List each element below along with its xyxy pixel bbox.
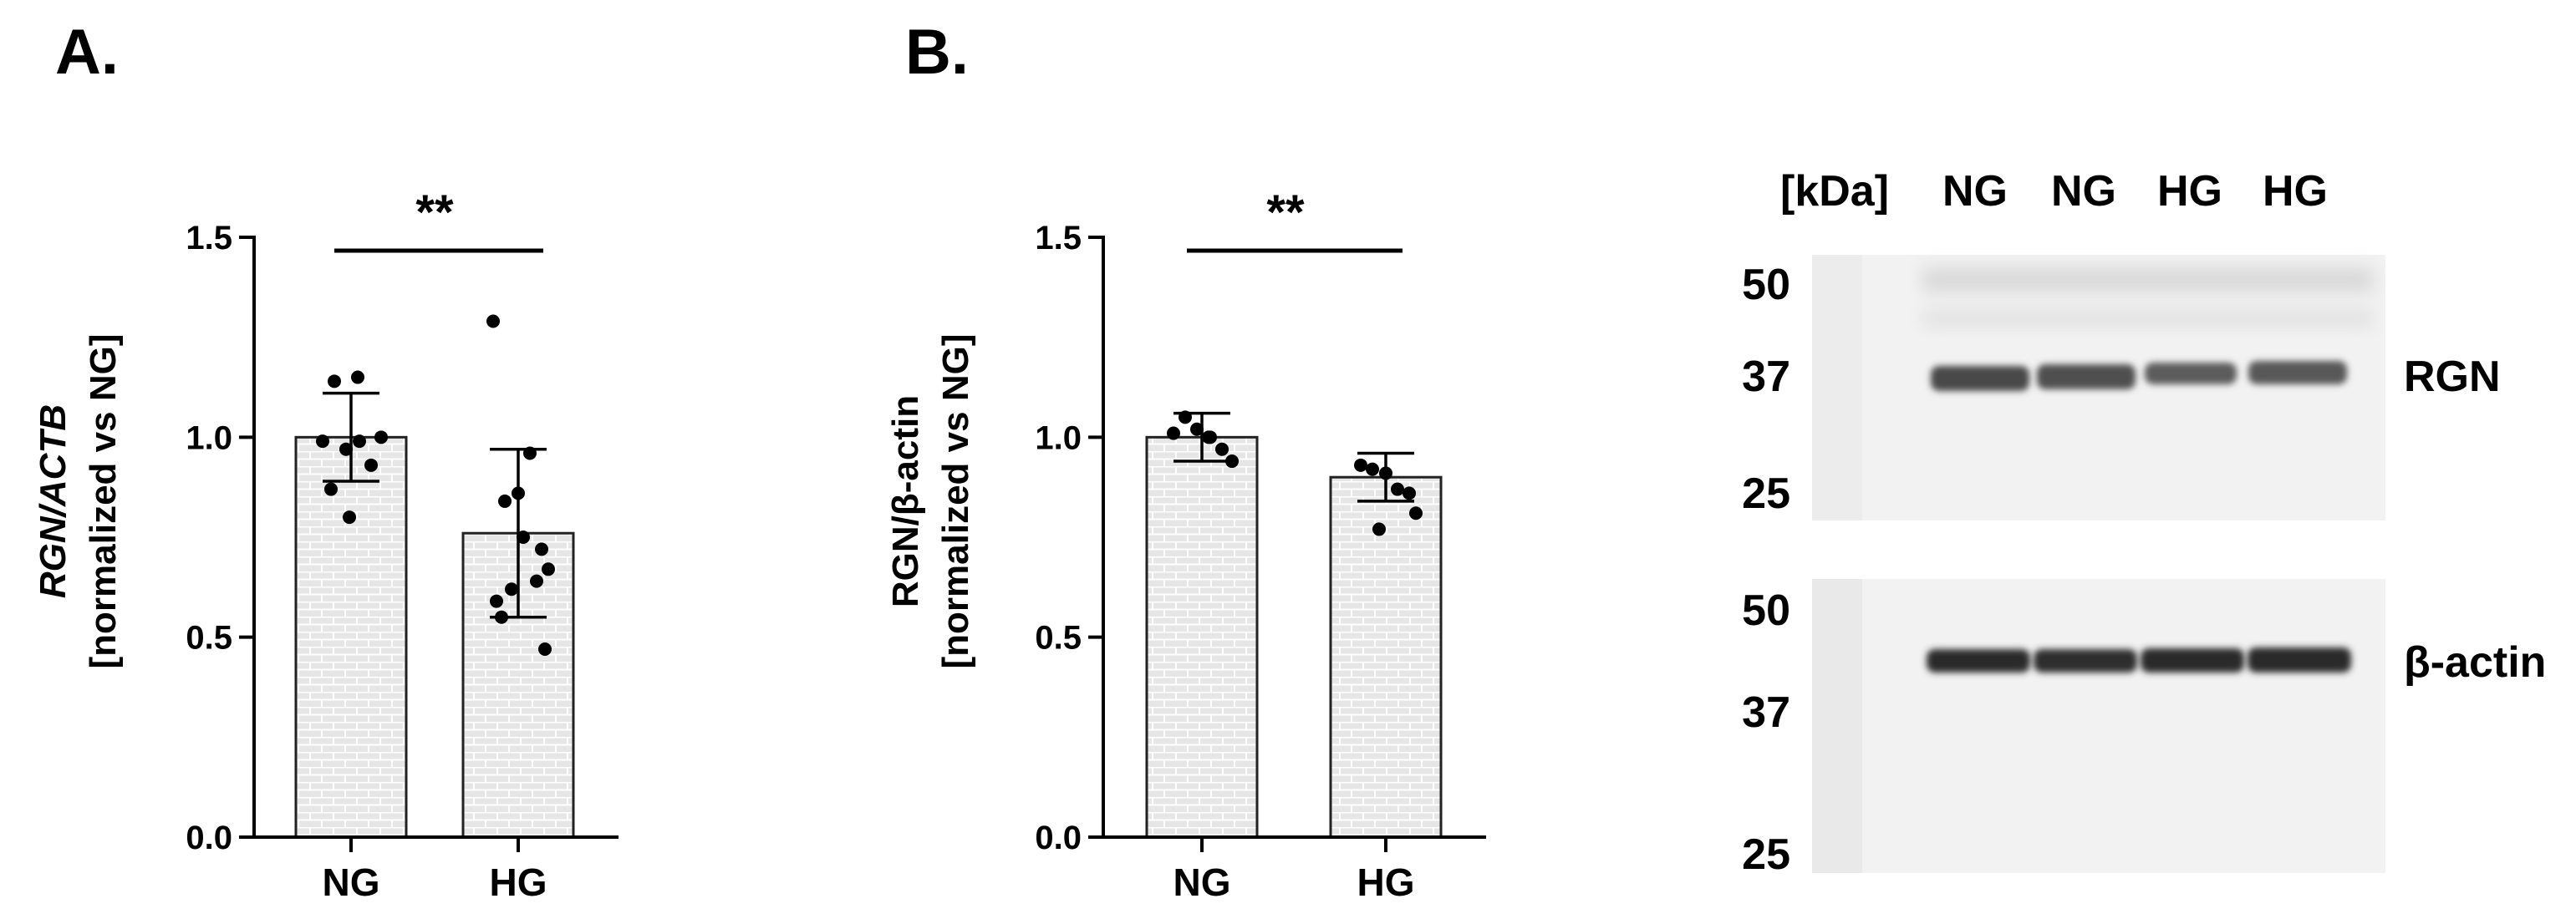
blot-top-membrane: [1812, 255, 2385, 520]
x-category-label-hg: HG: [490, 861, 547, 904]
data-point-hg: [1409, 506, 1423, 520]
bar-ng: [294, 435, 408, 839]
y-tick-label: 1.5: [1035, 220, 1082, 256]
chart-a-ylabel-line2: [normalized vs NG]: [83, 334, 124, 669]
top-marker-25: 25: [1742, 470, 1790, 518]
actin-label: β-actin: [2404, 638, 2546, 687]
chart-a-significance: **: [415, 185, 454, 240]
y-tick-label: 0.5: [186, 620, 232, 657]
data-point-ng: [1204, 430, 1217, 444]
data-point-ng: [374, 430, 388, 444]
bar-ng: [1145, 435, 1259, 839]
western-blot: [kDa] NG NG HG HG 50 37 25 RGN 50: [1742, 167, 2546, 879]
data-point-hg: [1403, 486, 1416, 500]
data-point-hg: [538, 642, 552, 657]
data-point-ng: [1225, 454, 1239, 469]
data-point-ng: [316, 434, 329, 449]
data-point-hg: [1391, 482, 1404, 496]
y-tick-label: 1.5: [186, 220, 232, 256]
lane-label-3: HG: [2157, 167, 2222, 216]
data-point-hg: [498, 494, 512, 508]
blot-top-haze-band: [1922, 309, 2374, 327]
data-point-hg: [535, 542, 548, 556]
blot-bottom-ladder-lane: [1812, 579, 1862, 873]
y-tick-label: 0.5: [1035, 620, 1082, 657]
chart-a-ylabel-line1: RGN/ACTB: [33, 404, 74, 598]
y-tick-label: 1.0: [1035, 419, 1082, 456]
y-tick-label: 0.0: [1035, 820, 1082, 856]
data-point-hg: [530, 574, 543, 588]
data-point-hg: [517, 531, 530, 544]
bottom-marker-50: 50: [1742, 586, 1790, 635]
blot-top-haze-band: [1922, 267, 2374, 292]
blot-bottom-membrane: [1812, 579, 2385, 873]
top-marker-50: 50: [1742, 261, 1790, 309]
chart-b: RGN/β-actin [normalized vs NG] ** 0.0 0.5…: [885, 185, 1486, 904]
data-point-ng: [353, 434, 366, 449]
data-point-hg: [505, 582, 518, 597]
data-point-ng: [343, 510, 356, 525]
rgn-band-lane-1: [1931, 366, 2029, 391]
data-point-ng: [1215, 442, 1229, 456]
data-point-ng: [1167, 426, 1180, 440]
lane-label-1: NG: [1942, 167, 2008, 216]
blot-top-ladder-lane: [1812, 255, 1862, 520]
data-point-ng: [364, 458, 378, 472]
actin-band-lane-3: [2141, 648, 2244, 673]
lane-label-2: NG: [2051, 167, 2116, 216]
x-category-label-ng: NG: [323, 861, 380, 904]
rgn-label: RGN: [2404, 353, 2501, 401]
data-point-hg: [490, 594, 503, 608]
actin-band-lane-1: [1927, 649, 2030, 673]
rgn-band-lane-3: [2145, 363, 2237, 384]
lane-label-4: HG: [2263, 167, 2328, 216]
bottom-marker-25: 25: [1742, 830, 1790, 879]
chart-a: RGN/ACTB [normalized vs NG] ** 0.0 0.5 1.0…: [33, 185, 619, 904]
bar-hg: [1329, 475, 1443, 839]
x-category-label-hg: HG: [1357, 861, 1415, 904]
panel-label-a: A.: [55, 17, 119, 88]
kda-header: [kDa]: [1780, 167, 1889, 216]
rgn-band-lane-4: [2248, 361, 2347, 384]
data-point-hg: [1372, 522, 1386, 536]
y-tick-label: 0.0: [186, 820, 232, 856]
data-point-hg: [1366, 462, 1379, 476]
data-point-ng: [351, 370, 364, 384]
top-marker-37: 37: [1742, 353, 1790, 401]
data-point-hg: [542, 562, 555, 576]
data-point-ng: [339, 442, 353, 456]
rgn-band-lane-2: [2037, 364, 2136, 389]
chart-b-ylabel-line1: RGN/β-actin: [885, 395, 926, 607]
data-point-hg: [1354, 458, 1367, 472]
panel-label-b: B.: [905, 17, 969, 88]
chart-b-significance: **: [1266, 185, 1305, 240]
data-point-ng: [324, 482, 338, 496]
actin-band-lane-4: [2248, 647, 2351, 673]
bottom-marker-37: 37: [1742, 688, 1790, 737]
y-tick-label: 1.0: [186, 419, 232, 456]
blot-bottom-background: [1812, 579, 2385, 873]
chart-a-ylabel-italic: RGN/ACTB: [33, 404, 74, 598]
actin-band-lane-2: [2034, 649, 2137, 673]
x-category-label-ng: NG: [1173, 861, 1231, 904]
data-point-ng: [328, 374, 341, 388]
chart-b-ylabel-line2: [normalized vs NG]: [935, 334, 976, 669]
data-point-ng: [1190, 422, 1204, 436]
data-point-hg: [486, 314, 500, 328]
